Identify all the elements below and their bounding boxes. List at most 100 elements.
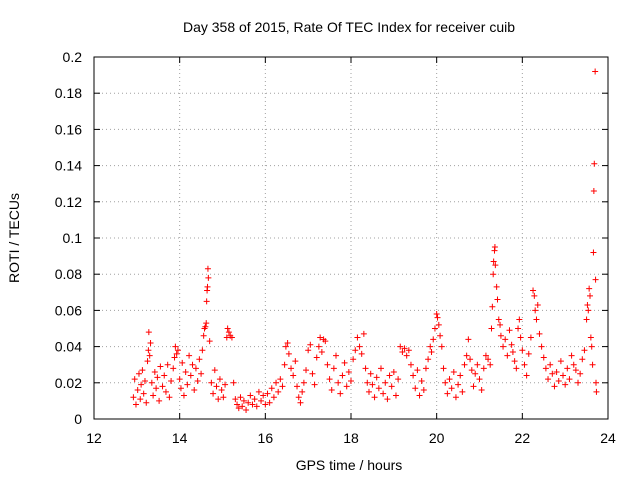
data-point [222, 381, 229, 388]
data-point [237, 394, 244, 401]
data-point [587, 292, 594, 299]
data-point [203, 320, 210, 327]
data-point [457, 372, 464, 379]
data-point [180, 392, 187, 399]
data-point [392, 392, 399, 399]
data-point [143, 399, 150, 406]
data-point [418, 377, 425, 384]
data-point [373, 374, 380, 381]
grid-lines [94, 57, 608, 419]
data-point [352, 347, 359, 354]
data-point [335, 379, 342, 386]
data-point [262, 401, 269, 408]
data-point [239, 403, 246, 410]
data-point [557, 358, 564, 365]
data-point [145, 347, 152, 354]
data-point [365, 388, 372, 395]
data-point [560, 372, 567, 379]
data-point [288, 365, 295, 372]
data-point [523, 372, 530, 379]
data-point [146, 352, 153, 359]
data-point [590, 249, 597, 256]
data-point [211, 367, 218, 374]
data-point [203, 298, 210, 305]
data-point [151, 368, 158, 375]
data-point [416, 392, 423, 399]
data-point [266, 399, 273, 406]
data-point [192, 365, 199, 372]
data-point [339, 372, 346, 379]
data-point [577, 370, 584, 377]
data-point [255, 388, 262, 395]
data-point [427, 343, 434, 350]
data-point [564, 365, 571, 372]
data-point [179, 359, 186, 366]
data-point [204, 265, 211, 272]
data-point [588, 343, 595, 350]
data-point [538, 343, 545, 350]
data-point [403, 352, 410, 359]
data-point [382, 379, 389, 386]
data-point [343, 383, 350, 390]
data-point [497, 332, 504, 339]
data-point [216, 376, 223, 383]
data-point [476, 376, 483, 383]
data-point [300, 379, 307, 386]
y-tick-label: 0.16 [55, 121, 82, 137]
data-point [358, 350, 365, 357]
data-point [218, 387, 225, 394]
data-points [130, 68, 600, 413]
data-point [206, 338, 213, 345]
y-tick-label: 0.1 [63, 230, 83, 246]
data-point [434, 314, 441, 321]
data-point [438, 343, 445, 350]
data-point [592, 276, 599, 283]
y-tick-label: 0.12 [55, 194, 82, 210]
data-point [467, 356, 474, 363]
data-point [534, 301, 541, 308]
data-point [422, 365, 429, 372]
data-point [311, 381, 318, 388]
data-point [592, 68, 599, 75]
data-point [465, 336, 472, 343]
data-point [132, 401, 139, 408]
data-point [162, 388, 169, 395]
data-point [166, 394, 173, 401]
data-point [318, 349, 325, 356]
data-point [279, 383, 286, 390]
data-point [470, 383, 477, 390]
data-point [448, 385, 455, 392]
data-point [521, 361, 528, 368]
data-point [490, 271, 497, 278]
data-point [208, 379, 215, 386]
data-point [140, 390, 147, 397]
data-point [281, 361, 288, 368]
data-point [525, 350, 532, 357]
data-point [182, 368, 189, 375]
data-point [386, 372, 393, 379]
data-point [154, 374, 161, 381]
data-point [243, 406, 250, 413]
data-point [545, 376, 552, 383]
data-point [131, 376, 138, 383]
x-tick-label: 20 [429, 430, 445, 446]
data-point [511, 358, 518, 365]
data-point [444, 390, 451, 397]
data-point [268, 385, 275, 392]
data-point [148, 379, 155, 386]
data-point [297, 399, 304, 406]
data-point [399, 349, 406, 356]
data-point [490, 258, 497, 265]
data-point [430, 336, 437, 343]
data-point [377, 365, 384, 372]
x-tick-label: 18 [343, 430, 359, 446]
data-point [555, 377, 562, 384]
data-point [161, 372, 168, 379]
data-point [459, 388, 466, 395]
data-point [224, 325, 231, 332]
data-point [348, 377, 354, 384]
data-point [202, 323, 209, 330]
data-point [489, 303, 496, 310]
data-point [251, 396, 258, 403]
data-point [317, 334, 324, 341]
